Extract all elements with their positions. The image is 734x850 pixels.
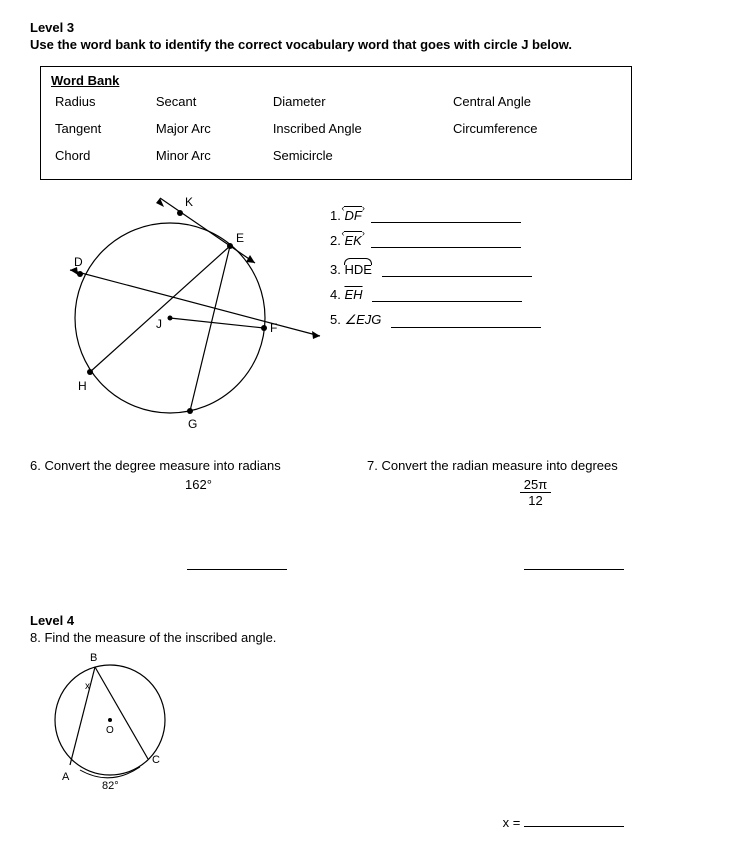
wb-cell: Diameter xyxy=(269,88,449,115)
wb-cell: Major Arc xyxy=(152,115,269,142)
label-C: C xyxy=(152,754,160,766)
wb-cell: Inscribed Angle xyxy=(269,115,449,142)
label-D: D xyxy=(74,255,83,269)
answer-3: 3. HDE xyxy=(330,258,630,277)
q6-value: 162° xyxy=(30,477,367,492)
label-J: J xyxy=(156,317,162,331)
label-K: K xyxy=(185,195,193,209)
answer-symbol: DF xyxy=(344,208,361,223)
level3-instruction: Use the word bank to identify the correc… xyxy=(30,37,704,52)
wb-cell: Circumference xyxy=(449,115,621,142)
wb-cell xyxy=(449,142,621,169)
answer-num: 5. xyxy=(330,312,341,327)
wb-cell: Tangent xyxy=(51,115,152,142)
answer-2: 2. › ‹ EK xyxy=(330,233,630,248)
level4-title: Level 4 xyxy=(30,613,704,628)
wb-cell: Central Angle xyxy=(449,88,621,115)
table-row: Radius Secant Diameter Central Angle xyxy=(51,88,621,115)
table-row: Chord Minor Arc Semicircle xyxy=(51,142,621,169)
answer-symbol: EK xyxy=(344,233,361,248)
wb-cell: Chord xyxy=(51,142,152,169)
wb-cell: Semicircle xyxy=(269,142,449,169)
answer-num: 1. xyxy=(330,208,341,223)
answer-blank[interactable] xyxy=(371,222,521,223)
q7-text: 7. Convert the radian measure into degre… xyxy=(367,458,704,473)
label-F: F xyxy=(270,321,277,335)
q7-fraction: 25π 12 xyxy=(520,477,551,508)
label-E: E xyxy=(236,231,244,245)
answer-1: 1. › ‹ DF xyxy=(330,208,630,223)
answer-blank[interactable] xyxy=(382,276,532,277)
label-A: A xyxy=(62,771,70,783)
table-row: Tangent Major Arc Inscribed Angle Circum… xyxy=(51,115,621,142)
answer-symbol: ∠EJG xyxy=(344,312,381,327)
q7-denominator: 12 xyxy=(520,493,551,508)
answer-num: 2. xyxy=(330,233,341,248)
q6-answer-blank[interactable] xyxy=(187,569,287,570)
inscribed-figure: B x O C A 82° xyxy=(30,645,704,795)
q8-answer-blank[interactable] xyxy=(524,826,624,827)
word-bank-title: Word Bank xyxy=(51,73,621,88)
label-x: x xyxy=(85,681,90,692)
wb-cell: Minor Arc xyxy=(152,142,269,169)
level3-title: Level 3 xyxy=(30,20,704,35)
label-82: 82° xyxy=(102,780,119,792)
answer-symbol: HDE xyxy=(344,258,371,277)
q7-numerator: 25π xyxy=(520,477,551,493)
answer-num: 3. xyxy=(330,262,341,277)
wb-cell: Secant xyxy=(152,88,269,115)
answer-num: 4. xyxy=(330,287,341,302)
label-B: B xyxy=(90,652,97,664)
question-6: 6. Convert the degree measure into radia… xyxy=(30,458,367,508)
answer-blank[interactable] xyxy=(371,247,521,248)
answer-blank[interactable] xyxy=(391,327,541,328)
answer-5: 5. ∠EJG xyxy=(330,312,630,328)
wb-cell: Radius xyxy=(51,88,152,115)
q8-text: 8. Find the measure of the inscribed ang… xyxy=(30,630,704,645)
answers-list: 1. › ‹ DF 2. › ‹ EK 3. HDE 4. xyxy=(330,188,630,448)
label-G: G xyxy=(188,417,197,431)
circle-figure: K E D J F H G xyxy=(30,188,330,448)
answer-blank[interactable] xyxy=(372,301,522,302)
question-7: 7. Convert the radian measure into degre… xyxy=(367,458,704,508)
q7-answer-blank[interactable] xyxy=(524,569,624,570)
label-O: O xyxy=(106,725,114,736)
label-H: H xyxy=(78,379,87,393)
word-bank-table: Radius Secant Diameter Central Angle Tan… xyxy=(51,88,621,169)
q8-answer: x = xyxy=(30,815,704,830)
answer-symbol: EH xyxy=(344,287,362,302)
word-bank: Word Bank Radius Secant Diameter Central… xyxy=(40,66,632,180)
answer-4: 4. EH xyxy=(330,287,630,302)
q6-text: 6. Convert the degree measure into radia… xyxy=(30,458,367,473)
x-equals: x = xyxy=(503,815,521,830)
